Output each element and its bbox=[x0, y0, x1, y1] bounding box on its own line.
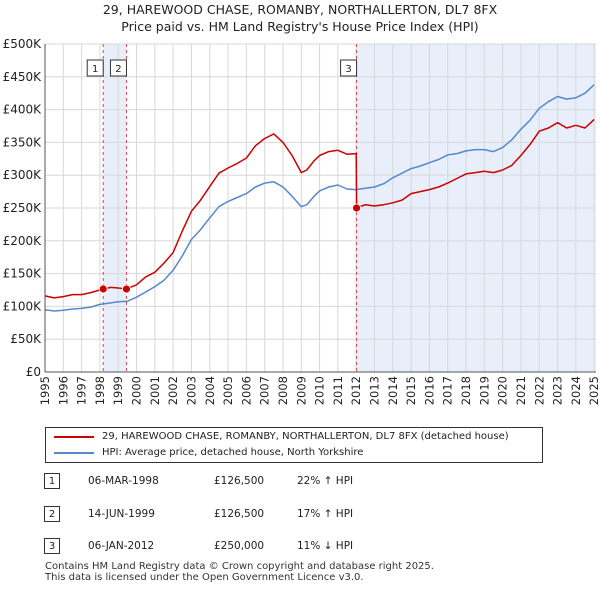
sale-points bbox=[98, 203, 361, 294]
x-tick-label: 2022 bbox=[532, 376, 546, 405]
x-tick-label: 1996 bbox=[56, 376, 70, 405]
x-tick-label: 2020 bbox=[496, 376, 510, 405]
sale-date: 14-JUN-1999 bbox=[88, 508, 155, 520]
sale-hpi-diff: 22% ↑ HPI bbox=[297, 475, 354, 487]
sale-price: £126,500 bbox=[214, 475, 265, 487]
sale-date: 06-MAR-1998 bbox=[88, 475, 159, 487]
legend-label-property: 29, HAREWOOD CHASE, ROMANBY, NORTHALLERT… bbox=[102, 431, 509, 442]
x-tick-label: 1997 bbox=[75, 376, 89, 405]
sale-point bbox=[122, 284, 131, 294]
series-line-property bbox=[44, 118, 595, 299]
sale-number-labels: 1 2 3 bbox=[86, 59, 358, 77]
sale-number-badge: 1 bbox=[44, 473, 60, 489]
legend-swatch-hpi bbox=[54, 452, 94, 454]
y-tick-label: £250K bbox=[3, 201, 43, 215]
sale-label-box bbox=[86, 59, 104, 77]
x-tick-label: 2006 bbox=[239, 376, 253, 405]
x-tick-label: 2005 bbox=[221, 376, 235, 405]
x-tick-label: 2023 bbox=[551, 376, 565, 405]
chart-legend: 29, HAREWOOD CHASE, ROMANBY, NORTHALLERT… bbox=[45, 427, 543, 463]
x-tick-label: 2007 bbox=[258, 376, 272, 405]
y-tick-label: £450K bbox=[3, 70, 43, 84]
series-line-hpi bbox=[44, 84, 595, 312]
x-tick-label: 2002 bbox=[166, 376, 180, 405]
y-tick-label: £50K bbox=[10, 332, 42, 346]
grid-layer bbox=[44, 43, 596, 373]
table-row: 1 06-MAR-1998 £126,500 22% ↑ HPI bbox=[0, 473, 600, 493]
x-tick-label: 2021 bbox=[514, 376, 528, 405]
x-tick-label: 1995 bbox=[38, 376, 52, 405]
x-tick-label: 2013 bbox=[368, 376, 382, 405]
footer-licence: This data is licensed under the Open Gov… bbox=[45, 572, 364, 583]
y-tick-label: £200K bbox=[3, 234, 43, 248]
legend-swatch-property bbox=[54, 436, 94, 438]
sale-price: £126,500 bbox=[214, 508, 265, 520]
sale-number-badge: 3 bbox=[44, 538, 60, 554]
x-tick-label: 2009 bbox=[294, 376, 308, 405]
sale-hpi-diff: 11% ↓ HPI bbox=[297, 540, 354, 552]
sale-label: 1 bbox=[92, 64, 98, 75]
axis-layer: £0 £50K £100K £150K £200K £250K £300K £350K £400… bbox=[3, 37, 600, 405]
x-tick-label: 2025 bbox=[587, 376, 600, 405]
legend-label-hpi: HPI: Average price, detached house, Nort… bbox=[102, 447, 364, 458]
sale-label: 2 bbox=[115, 64, 121, 75]
x-tick-label: 1999 bbox=[111, 376, 125, 405]
table-row: 2 14-JUN-1999 £126,500 17% ↑ HPI bbox=[0, 506, 600, 526]
x-tick-label: 2004 bbox=[203, 376, 217, 405]
y-tick-label: £100K bbox=[3, 299, 43, 313]
page-title: 29, HAREWOOD CHASE, ROMANBY, NORTHALLERT… bbox=[102, 2, 498, 17]
y-tick-label: £400K bbox=[3, 103, 43, 117]
y-tick-label: £350K bbox=[3, 135, 43, 149]
sale-point bbox=[98, 284, 108, 294]
y-tick-label: £0 bbox=[26, 365, 41, 379]
sale-price: £250,000 bbox=[214, 540, 265, 552]
x-tick-label: 2019 bbox=[477, 376, 491, 405]
x-tick-label: 2001 bbox=[148, 376, 162, 405]
sale-number-badge: 2 bbox=[44, 506, 60, 522]
x-tick-label: 2000 bbox=[130, 376, 144, 405]
x-tick-label: 2003 bbox=[184, 376, 198, 405]
x-tick-label: 2010 bbox=[313, 376, 327, 405]
x-tick-label: 2016 bbox=[422, 376, 436, 405]
x-tick-label: 2015 bbox=[404, 376, 418, 405]
x-tick-label: 1998 bbox=[93, 376, 107, 405]
sale-label: 3 bbox=[345, 64, 351, 75]
chart-subtitle: Price paid vs. HM Land Registry's House … bbox=[121, 19, 479, 34]
x-tick-label: 2011 bbox=[331, 376, 345, 405]
sale-hpi-diff: 17% ↑ HPI bbox=[297, 508, 354, 520]
sale-label-box bbox=[109, 59, 127, 77]
footer-copyright: Contains HM Land Registry data © Crown c… bbox=[45, 561, 434, 572]
x-tick-label: 2014 bbox=[386, 376, 400, 405]
x-tick-label: 2008 bbox=[276, 376, 290, 405]
price-chart: 1 2 3 £0 £50K £100K £150K £200K £250K £300K £350K… bbox=[3, 37, 600, 405]
y-tick-label: £300K bbox=[3, 168, 43, 182]
y-tick-label: £500K bbox=[3, 37, 43, 51]
x-tick-label: 2017 bbox=[441, 376, 455, 405]
series-layer bbox=[44, 84, 595, 312]
x-tick-label: 2018 bbox=[459, 376, 473, 405]
y-tick-label: £150K bbox=[3, 267, 43, 281]
sale-date: 06-JAN-2012 bbox=[88, 540, 155, 552]
sale-point bbox=[352, 203, 361, 213]
sale-label-box bbox=[340, 59, 358, 77]
x-tick-label: 2024 bbox=[569, 376, 583, 405]
table-row: 3 06-JAN-2012 £250,000 11% ↓ HPI bbox=[0, 538, 600, 558]
x-tick-label: 2012 bbox=[349, 376, 363, 405]
